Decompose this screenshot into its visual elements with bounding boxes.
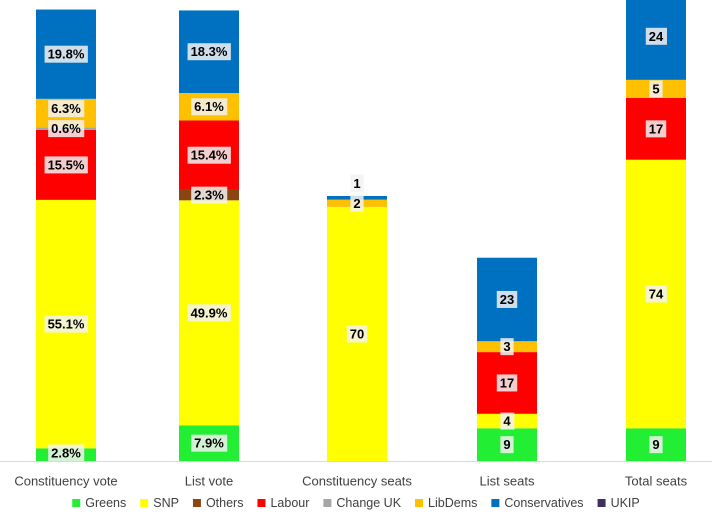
svg-text:15.4%: 15.4% bbox=[191, 148, 228, 163]
data-label-libdems-4: 3 bbox=[500, 338, 514, 356]
data-label-snp-1: 55.1% bbox=[44, 315, 88, 333]
svg-text:15.5%: 15.5% bbox=[48, 157, 85, 172]
legend-swatch bbox=[192, 499, 201, 507]
legend-label: Others bbox=[206, 496, 244, 510]
svg-text:6.3%: 6.3% bbox=[51, 101, 81, 116]
svg-text:70: 70 bbox=[350, 326, 364, 341]
data-label-change-uk-1: 0.6% bbox=[48, 120, 85, 138]
data-label-conservatives-3: 1 bbox=[350, 174, 364, 192]
legend-item-labour: Labour bbox=[257, 496, 309, 510]
svg-text:19.8%: 19.8% bbox=[48, 47, 85, 62]
data-label-labour-5: 17 bbox=[645, 120, 667, 138]
svg-text:49.9%: 49.9% bbox=[191, 305, 228, 320]
svg-text:23: 23 bbox=[500, 292, 514, 307]
legend-item-snp: SNP bbox=[140, 496, 179, 510]
svg-text:55.1%: 55.1% bbox=[48, 317, 85, 332]
bars-group bbox=[36, 0, 686, 461]
legend-swatch bbox=[597, 499, 606, 507]
svg-text:2.3%: 2.3% bbox=[194, 188, 224, 203]
legend-swatch bbox=[257, 499, 266, 507]
data-label-snp-2: 49.9% bbox=[187, 304, 231, 322]
data-label-greens-5: 9 bbox=[649, 436, 663, 454]
data-label-snp-4: 4 bbox=[500, 412, 515, 430]
legend-swatch bbox=[491, 499, 500, 507]
legend-item-change-uk: Change UK bbox=[323, 496, 402, 510]
data-label-labour-4: 17 bbox=[496, 374, 518, 392]
legend-label: Greens bbox=[85, 496, 126, 510]
legend-item-greens: Greens bbox=[72, 496, 126, 510]
svg-text:17: 17 bbox=[649, 121, 663, 136]
svg-text:18.3%: 18.3% bbox=[191, 44, 228, 59]
data-label-labour-2: 15.4% bbox=[187, 146, 231, 164]
svg-text:2.8%: 2.8% bbox=[51, 446, 81, 461]
data-label-libdems-1: 6.3% bbox=[48, 100, 85, 118]
legend-swatch bbox=[140, 499, 149, 507]
data-label-snp-5: 74 bbox=[645, 285, 667, 303]
svg-text:0.6%: 0.6% bbox=[51, 121, 81, 136]
data-label-conservatives-2: 18.3% bbox=[187, 43, 231, 61]
legend-item-libdems: LibDems bbox=[415, 496, 477, 510]
svg-text:2: 2 bbox=[353, 196, 360, 211]
svg-text:9: 9 bbox=[652, 437, 659, 452]
x-tick-label-2: List vote bbox=[185, 474, 233, 489]
legend-label: LibDems bbox=[428, 496, 477, 510]
data-label-conservatives-4: 23 bbox=[496, 290, 518, 308]
data-label-libdems-2: 6.1% bbox=[191, 98, 228, 116]
legend-item-conservatives: Conservatives bbox=[491, 496, 584, 510]
svg-text:17: 17 bbox=[500, 375, 514, 390]
svg-text:6.1%: 6.1% bbox=[194, 99, 224, 114]
svg-text:4: 4 bbox=[503, 414, 511, 429]
svg-text:24: 24 bbox=[649, 29, 664, 44]
data-label-libdems-5: 5 bbox=[649, 80, 663, 98]
svg-text:7.9%: 7.9% bbox=[194, 436, 224, 451]
legend-item-others: Others bbox=[192, 496, 244, 510]
legend-label: Labour bbox=[270, 496, 309, 510]
legend-item-ukip: UKIP bbox=[597, 496, 640, 510]
data-labels-group: 2.8% 55.1% 15.5% 0.6% 6.3% 19.8% 7.9% 49.9% 2.3%… bbox=[44, 27, 667, 462]
legend-swatch bbox=[323, 499, 332, 507]
x-tick-label-3: Constituency seats bbox=[302, 474, 412, 489]
data-label-labour-1: 15.5% bbox=[44, 156, 88, 174]
legend: Greens SNP Others Labour Change UK LibDems Con… bbox=[72, 496, 640, 510]
x-tick-label-5: Total seats bbox=[625, 474, 688, 489]
data-label-greens-2: 7.9% bbox=[191, 434, 228, 452]
data-label-snp-3: 70 bbox=[346, 325, 368, 343]
svg-text:1: 1 bbox=[353, 176, 360, 191]
legend-swatch bbox=[415, 499, 424, 507]
svg-text:3: 3 bbox=[503, 339, 510, 354]
legend-label: SNP bbox=[153, 496, 179, 510]
data-label-conservatives-1: 19.8% bbox=[44, 45, 88, 63]
x-tick-label-4: List seats bbox=[480, 474, 535, 489]
legend-label: Conservatives bbox=[504, 496, 583, 510]
data-label-greens-4: 9 bbox=[500, 436, 514, 454]
svg-text:74: 74 bbox=[649, 287, 664, 302]
legend-swatch bbox=[72, 499, 81, 507]
data-label-others-2: 2.3% bbox=[191, 186, 228, 204]
svg-text:5: 5 bbox=[652, 81, 659, 96]
data-label-greens-1: 2.8% bbox=[48, 444, 85, 462]
x-tick-label-1: Constituency vote bbox=[14, 474, 117, 489]
data-label-libdems-3: 2 bbox=[350, 194, 364, 212]
svg-text:9: 9 bbox=[503, 437, 510, 452]
legend-label: Change UK bbox=[336, 496, 401, 510]
legend-label: UKIP bbox=[611, 496, 640, 510]
data-label-conservatives-5: 24 bbox=[645, 27, 667, 45]
